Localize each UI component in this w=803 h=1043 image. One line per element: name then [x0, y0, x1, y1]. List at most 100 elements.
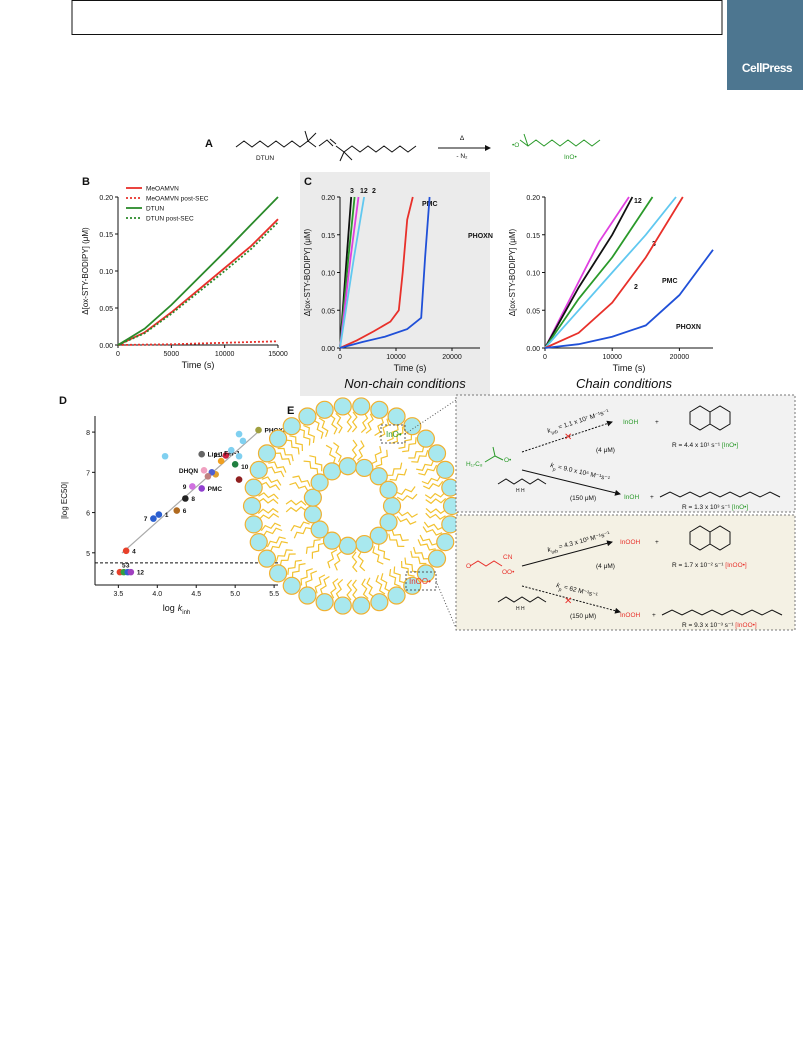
x-tick-label: 10000 [602, 354, 622, 361]
arrow [521, 420, 613, 453]
lipid-tail [290, 521, 310, 532]
x-tick-label: 20000 [670, 354, 690, 361]
lipid-tail [289, 481, 309, 493]
series-line [544, 249, 714, 349]
lipid-tail [325, 444, 336, 465]
lipid-head [322, 462, 342, 481]
lipid-tail [265, 466, 285, 478]
point-label: 10 [241, 464, 249, 471]
vesicle-radical: InOO• [409, 577, 431, 586]
point-label: Lip-1 [208, 452, 224, 459]
lipid-tail [333, 442, 342, 463]
legend-label: MeOAMVN [146, 186, 179, 193]
series-label: 12 [634, 198, 642, 205]
lipid-tail [377, 543, 391, 561]
x-tick-label: 4.5 [191, 591, 201, 598]
lipid-tail [391, 528, 409, 542]
product-label: InO• [564, 154, 577, 161]
k-sub: inh [551, 548, 559, 556]
lipid-head [379, 480, 398, 499]
lipid-head [403, 417, 422, 436]
lipid-tail [346, 579, 353, 601]
rate-value: R = 1.3 x 10³ s⁻¹ [682, 504, 732, 511]
lipid-tail [398, 433, 413, 449]
lipid-head [249, 533, 268, 552]
lipid-tail [360, 412, 369, 434]
lipid-tail [289, 435, 303, 452]
lipid-tail [389, 569, 401, 588]
point [150, 515, 157, 522]
series-line [339, 196, 360, 349]
lipid-tail [413, 546, 431, 560]
series-label: PHOXN [468, 233, 493, 240]
lipid-tail [393, 566, 406, 584]
point-label: 11 [214, 452, 221, 459]
lipid-head [352, 397, 371, 416]
plus: + [652, 612, 656, 619]
lipid-tail [351, 579, 358, 601]
y-tick-label: 0.05 [526, 308, 540, 315]
lipid-tail [423, 521, 444, 531]
lipid-head [416, 429, 436, 448]
lipid-tail [268, 461, 287, 473]
lipid-head [310, 473, 329, 492]
y-tick-label: 0.20 [321, 195, 335, 202]
lipid-tail [422, 526, 443, 536]
point-label: 8 [191, 496, 195, 503]
lipid-tail [335, 412, 343, 434]
lipid-tail [397, 510, 418, 518]
lipid-tail [277, 447, 294, 462]
k: k [550, 462, 555, 470]
series-line [117, 221, 279, 346]
y-axis-label: Δ[ox-STY-BODIPY] (μM) [81, 227, 90, 315]
arrow [521, 469, 621, 496]
diene [659, 491, 781, 498]
zoom-line [435, 580, 457, 629]
legend-label: DTUN post-SEC [146, 216, 194, 223]
point [227, 446, 235, 454]
k-sub: p [558, 587, 562, 594]
lipid-tail [303, 460, 319, 476]
lipid-tail [258, 513, 280, 521]
lipid-head [244, 515, 263, 534]
lipid-head [387, 586, 406, 605]
lipid-head [310, 520, 329, 539]
lipid-tail [365, 413, 374, 434]
series-label: 2 [634, 284, 638, 291]
legend-label: DTUN [146, 206, 164, 213]
dtun-structure [235, 130, 417, 162]
lipid-head [298, 586, 317, 605]
x-tick-label: 10000 [386, 354, 406, 361]
lipid-head [303, 505, 322, 524]
lipid-tail [357, 440, 365, 461]
lipid-tail [423, 480, 444, 490]
point [161, 452, 169, 460]
point [122, 547, 130, 555]
radical-chain: H₁₇C₈ [466, 461, 483, 468]
lipid-tail [258, 492, 279, 500]
y-tick-label: 0.10 [526, 271, 540, 278]
lipid-head [268, 564, 288, 583]
lipid-tail [333, 550, 343, 571]
panel-label: C [304, 176, 312, 188]
radical-o: O• [504, 457, 512, 464]
lipid-tail [357, 550, 366, 572]
point [235, 452, 243, 460]
series-line [117, 196, 279, 346]
point [198, 450, 205, 458]
point [200, 467, 208, 474]
lipid-head [333, 596, 352, 615]
arrow [521, 585, 621, 614]
product: InOH [623, 419, 638, 426]
lipid-head [369, 467, 388, 486]
lipid-tail [327, 549, 338, 569]
lipid-tail [266, 536, 286, 548]
condition: - N₂ [456, 153, 468, 160]
point [235, 430, 243, 438]
radical-structure [492, 446, 496, 457]
plus: + [655, 419, 659, 426]
lipid-head [403, 576, 422, 595]
series-line [339, 196, 414, 349]
rate-value: R = 1.7 x 10⁻² s⁻¹ [672, 562, 725, 569]
